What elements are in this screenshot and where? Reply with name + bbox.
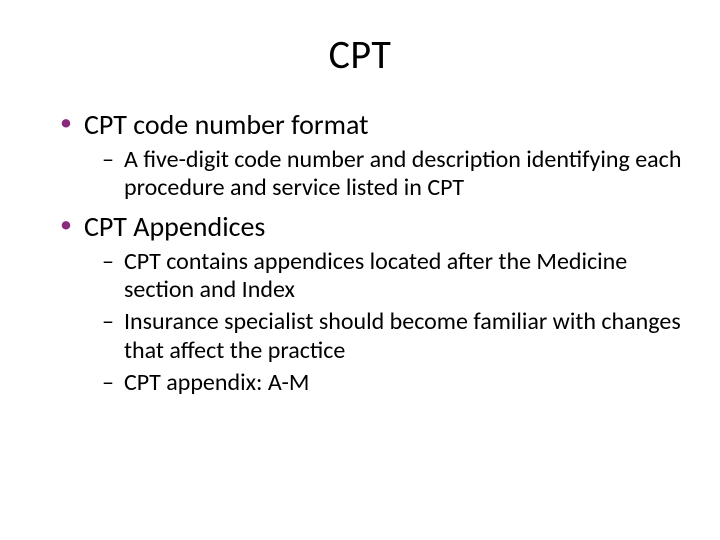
list-item-text: CPT contains appendices located after th… — [124, 247, 627, 304]
list-item-text: CPT appendix: A-M — [124, 368, 309, 397]
list-item-text: CPT code number format — [84, 107, 369, 142]
list-item: Insurance specialist should become famil… — [102, 308, 690, 365]
list-item: CPT code number format A five-digit code… — [60, 107, 690, 203]
list-item-text: A five-digit code number and description… — [124, 145, 681, 202]
list-item: CPT appendix: A-M — [102, 369, 690, 397]
bullet-list-level2: A five-digit code number and description… — [84, 146, 690, 203]
bullet-list-level1: CPT code number format A five-digit code… — [30, 107, 690, 397]
list-item-text: Insurance specialist should become famil… — [124, 307, 681, 364]
list-item-text: CPT Appendices — [84, 209, 265, 244]
list-item: A five-digit code number and description… — [102, 146, 690, 203]
list-item: CPT Appendices CPT contains appendices l… — [60, 209, 690, 398]
slide-title: CPT — [30, 30, 690, 79]
list-item: CPT contains appendices located after th… — [102, 248, 690, 305]
bullet-list-level2: CPT contains appendices located after th… — [84, 248, 690, 398]
